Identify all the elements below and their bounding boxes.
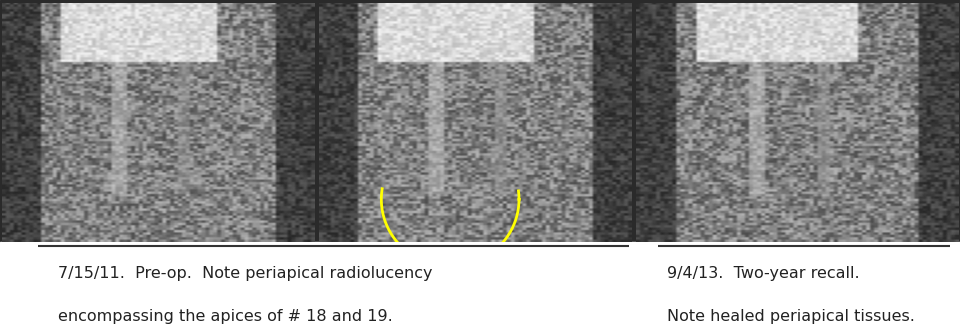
- Text: 9/4/13.  Two-year recall.: 9/4/13. Two-year recall.: [667, 266, 860, 281]
- Bar: [0, 0, 317, 246]
- Bar: [634, 0, 960, 246]
- Text: encompassing the apices of # 18 and 19.: encompassing the apices of # 18 and 19.: [58, 309, 393, 324]
- Bar: [0, 242, 960, 332]
- Text: 7/15/11.  Pre-op.  Note periapical radiolucency: 7/15/11. Pre-op. Note periapical radiolu…: [58, 266, 432, 281]
- Text: Note healed periapical tissues.: Note healed periapical tissues.: [667, 309, 915, 324]
- Bar: [317, 0, 634, 246]
